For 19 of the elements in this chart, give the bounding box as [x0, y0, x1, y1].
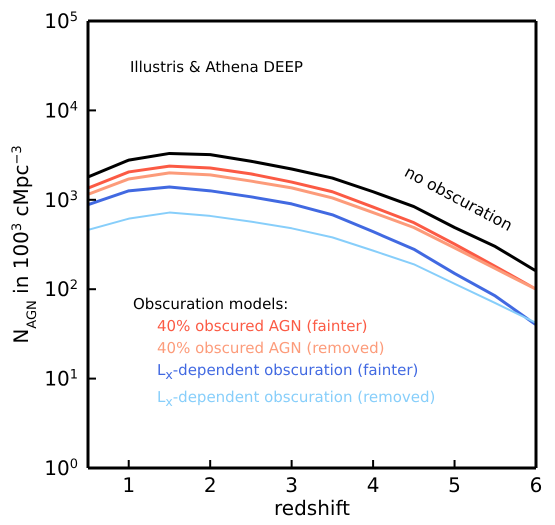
- y-tick-label: 10$^{0}$: [44, 456, 78, 480]
- y-tick-label: 10$^{5}$: [44, 9, 78, 33]
- text: 40% obscured AGN (fainter): [156, 316, 368, 337]
- x-tick-label: 1: [122, 473, 136, 497]
- legend-title: Obscuration models:: [133, 294, 290, 315]
- text: L$_{x}$-dependent obscuration (fainter): [156, 360, 420, 384]
- x-tick-label: 6: [530, 473, 542, 497]
- y-tick-label: 10$^{1}$: [44, 366, 78, 391]
- annotation: Illustris & Athena DEEP: [130, 58, 303, 76]
- text: L$_{x}$-dependent obscuration (removed): [156, 387, 436, 411]
- y-tick-label: 10$^{4}$: [44, 98, 78, 122]
- x-tick-label: 4: [366, 473, 380, 497]
- y-tick-label: 10$^{2}$: [44, 277, 78, 302]
- x-tick-label: 2: [204, 473, 217, 497]
- y-tick-label: 10$^{3}$: [44, 188, 78, 212]
- x-tick-label: 5: [448, 473, 461, 497]
- text: 40% obscured AGN (removed): [156, 338, 386, 359]
- x-tick-label: 3: [285, 473, 298, 497]
- x-axis-title: redshift: [274, 496, 350, 520]
